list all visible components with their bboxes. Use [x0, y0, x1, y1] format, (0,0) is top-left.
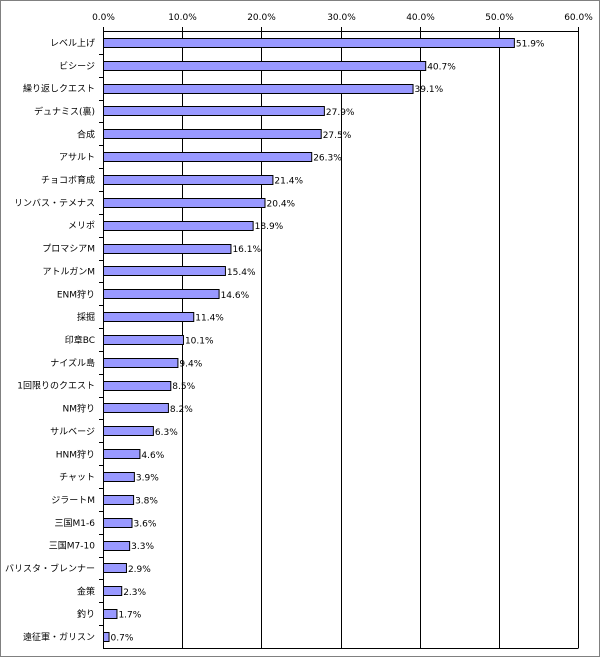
category-label: ENM狩り — [57, 288, 95, 300]
bars — [103, 38, 515, 642]
value-label: 8.5% — [172, 382, 195, 392]
bar — [103, 632, 110, 642]
category-label: 印章BC — [65, 334, 95, 346]
bar — [103, 244, 232, 254]
value-label: 40.7% — [427, 62, 456, 72]
value-label: 1.7% — [118, 611, 141, 621]
value-label: 10.1% — [185, 337, 214, 347]
value-label: 27.9% — [326, 108, 355, 118]
value-label: 18.9% — [255, 222, 284, 232]
category-label: HNM狩り — [56, 448, 95, 460]
bar — [103, 586, 123, 596]
value-label: 16.1% — [232, 245, 261, 255]
bar — [103, 518, 133, 528]
bar — [103, 221, 254, 231]
category-label: 金策 — [77, 585, 95, 597]
category-label: 遠征軍・ガリスン — [23, 631, 95, 643]
category-label: バリスタ・ブレンナー — [5, 563, 95, 575]
x-tick-label: 0.0% — [92, 13, 115, 23]
category-label: ナイズル島 — [50, 357, 95, 369]
category-label: アトルガンM — [43, 266, 96, 277]
bar — [103, 403, 169, 413]
value-label: 21.4% — [274, 177, 303, 187]
value-label: 0.7% — [111, 634, 134, 644]
bar — [103, 152, 313, 162]
x-tick-label: 10.0% — [168, 13, 197, 23]
category-label: 三国M1-6 — [55, 518, 96, 529]
value-label: 9.4% — [179, 359, 202, 369]
bar — [103, 472, 135, 482]
bar — [103, 312, 195, 322]
category-label: 合成 — [77, 128, 95, 140]
labels: 0.0% 10.0% 20.0% 30.0% 40.0% 50.0% 60.0% レベル上げ 5… — [5, 13, 593, 644]
bar — [103, 289, 220, 299]
value-label: 15.4% — [227, 268, 256, 278]
category-label: チャット — [59, 472, 95, 483]
category-label: 繰り返しクエスト — [23, 83, 95, 95]
category-label: アサルト — [59, 152, 95, 163]
category-label: デュナミス(裏) — [34, 105, 95, 117]
value-label: 14.6% — [221, 291, 250, 301]
bar — [103, 609, 118, 619]
bar — [103, 563, 127, 573]
bar — [103, 381, 172, 391]
value-label: 11.4% — [195, 314, 224, 324]
x-tick-label: 30.0% — [327, 13, 356, 23]
bar — [103, 38, 515, 48]
category-label: ジラートM — [51, 495, 95, 506]
bar — [103, 198, 266, 208]
bar — [103, 175, 274, 185]
x-tick-label: 50.0% — [485, 13, 514, 23]
x-tick-label: 60.0% — [564, 13, 593, 23]
value-label: 6.3% — [155, 428, 178, 438]
category-label: レベル上げ — [50, 38, 95, 49]
category-label: ビシージ — [59, 61, 95, 72]
x-tick-label: 20.0% — [247, 13, 276, 23]
grid-lines — [182, 31, 579, 648]
bar — [103, 449, 141, 459]
category-label: サルベージ — [50, 426, 95, 437]
bar — [103, 129, 322, 139]
value-label: 3.9% — [136, 474, 159, 484]
axes — [99, 27, 579, 649]
category-label: 釣り — [77, 608, 95, 620]
category-label: 1回限りのクエスト — [17, 381, 95, 392]
bar — [103, 335, 184, 345]
bar — [103, 358, 179, 368]
value-label: 27.5% — [323, 131, 352, 141]
value-label: 3.8% — [135, 496, 158, 506]
category-label: リンバス・テメナス — [14, 198, 95, 209]
value-label: 3.6% — [134, 519, 157, 529]
bar — [103, 541, 131, 551]
bar — [103, 84, 414, 94]
value-label: 8.2% — [170, 405, 193, 415]
category-label: プロマシアM — [42, 244, 95, 255]
bar — [103, 495, 135, 505]
category-label: メリポ — [68, 221, 95, 232]
x-tick-label: 40.0% — [406, 13, 435, 23]
bar — [103, 426, 154, 436]
value-label: 20.4% — [267, 199, 296, 209]
category-label: チョコボ育成 — [41, 174, 95, 186]
bar — [103, 266, 226, 276]
category-label: NM狩り — [63, 403, 96, 415]
value-label: 2.9% — [128, 565, 151, 575]
value-label: 3.3% — [131, 542, 154, 552]
category-label: 採掘 — [77, 311, 95, 323]
bar — [103, 61, 427, 71]
value-label: 51.9% — [516, 39, 545, 49]
value-label: 4.6% — [141, 451, 164, 461]
bar — [103, 106, 325, 116]
value-label: 26.3% — [313, 154, 342, 164]
category-label: 三国M7-10 — [49, 541, 95, 552]
value-label: 39.1% — [415, 85, 444, 95]
value-label: 2.3% — [123, 588, 146, 598]
